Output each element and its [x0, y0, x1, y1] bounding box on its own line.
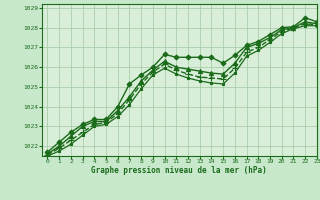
X-axis label: Graphe pression niveau de la mer (hPa): Graphe pression niveau de la mer (hPa) — [91, 166, 267, 175]
